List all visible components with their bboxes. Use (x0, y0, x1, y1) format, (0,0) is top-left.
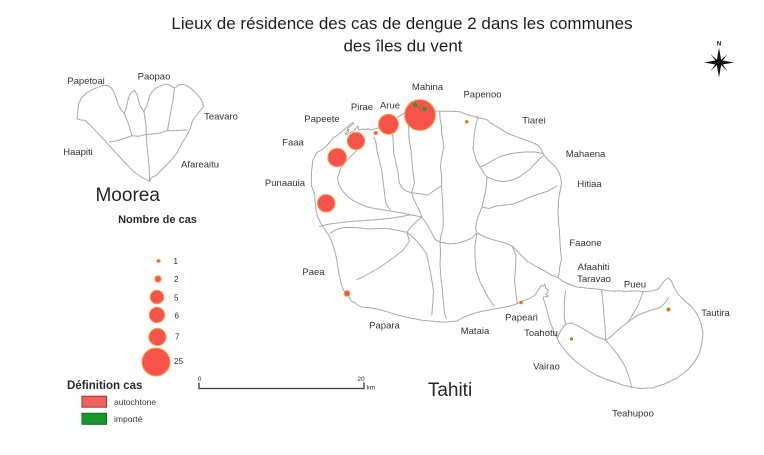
svg-text:Paopao: Paopao (138, 72, 171, 83)
svg-text:20: 20 (357, 376, 365, 383)
svg-text:N: N (717, 42, 721, 48)
svg-text:Lieux de résidence des cas de: Lieux de résidence des cas de dengue 2 d… (171, 14, 632, 33)
svg-text:Toahotu: Toahotu (524, 328, 558, 339)
svg-text:Punaauia: Punaauia (265, 178, 306, 189)
svg-text:Tahiti: Tahiti (428, 380, 472, 401)
svg-text:Arue: Arue (380, 101, 400, 112)
svg-text:Définition cas: Définition cas (67, 380, 142, 392)
svg-text:Teahupoo: Teahupoo (612, 409, 654, 420)
svg-text:1: 1 (174, 257, 179, 266)
svg-text:Teavaro: Teavaro (204, 112, 238, 123)
svg-text:5: 5 (174, 294, 179, 303)
svg-text:importé: importé (114, 414, 143, 424)
svg-text:Pueu: Pueu (624, 280, 646, 291)
svg-text:Vairao: Vairao (533, 362, 560, 373)
svg-text:Papenoo: Papenoo (463, 90, 501, 101)
svg-text:Paea: Paea (302, 267, 325, 278)
svg-text:Tiarei: Tiarei (522, 116, 545, 127)
svg-text:autochtone: autochtone (114, 397, 156, 407)
svg-text:Papara: Papara (369, 321, 400, 332)
svg-text:Moorea: Moorea (95, 185, 160, 206)
svg-text:Afareaitu: Afareaitu (181, 160, 219, 171)
svg-text:km: km (367, 385, 376, 392)
svg-text:Mataia: Mataia (461, 326, 490, 337)
svg-text:des îles du vent: des îles du vent (343, 37, 462, 56)
svg-text:Afaahiti: Afaahiti (578, 262, 610, 273)
svg-text:Mahaena: Mahaena (566, 149, 606, 160)
svg-text:2: 2 (174, 275, 179, 284)
svg-text:Papeari: Papeari (505, 313, 538, 324)
svg-text:Pirae: Pirae (351, 102, 373, 113)
svg-text:Nombre de cas: Nombre de cas (118, 214, 197, 226)
svg-text:Haapiti: Haapiti (63, 147, 93, 158)
svg-text:Faaone: Faaone (569, 238, 601, 249)
svg-text:Papetoai: Papetoai (67, 76, 105, 87)
svg-text:Papeete: Papeete (304, 114, 339, 125)
svg-text:25: 25 (174, 357, 183, 366)
svg-text:Faaa: Faaa (282, 138, 304, 149)
svg-text:0: 0 (198, 376, 202, 383)
svg-text:Taravao: Taravao (577, 274, 611, 285)
svg-text:6: 6 (175, 312, 180, 321)
svg-text:7: 7 (175, 333, 180, 342)
svg-text:Hitiaa: Hitiaa (577, 179, 602, 190)
svg-text:Mahina: Mahina (412, 82, 444, 93)
svg-text:Tautira: Tautira (701, 308, 730, 319)
